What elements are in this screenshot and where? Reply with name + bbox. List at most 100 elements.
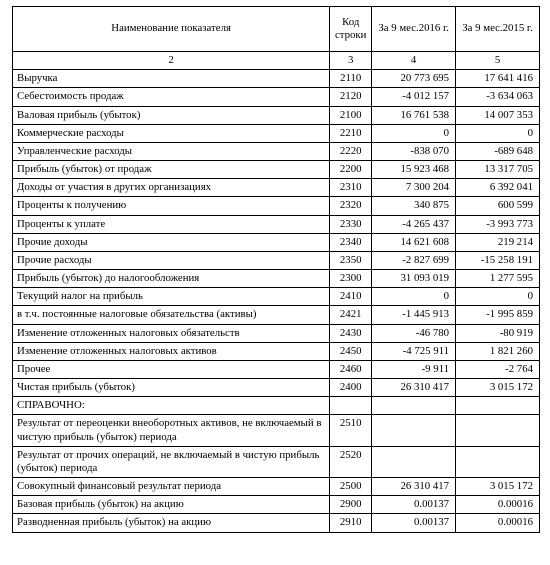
table-row: Изменение отложенных налоговых обязатель… [13,324,540,342]
cell-value-2016: 14 621 608 [372,233,456,251]
cell-code: 2310 [330,179,372,197]
cell-value-2016: 0.00137 [372,514,456,532]
cell-code: 2400 [330,379,372,397]
cell-value-2015: -80 919 [456,324,540,342]
cell-value-2015 [456,415,540,446]
cell-name: Прибыль (убыток) до налогообложения [13,270,330,288]
cell-name: Прибыль (убыток) от продаж [13,161,330,179]
cell-value-2016: 0 [372,124,456,142]
table-row: Доходы от участия в других организациях2… [13,179,540,197]
cell-code: 2210 [330,124,372,142]
cell-code: 2320 [330,197,372,215]
cell-value-2016: 0.00137 [372,496,456,514]
table-row: Совокупный финансовый результат периода2… [13,478,540,496]
cell-name: Результат от переоценки внеоборотных акт… [13,415,330,446]
cell-value-2016: -46 780 [372,324,456,342]
cell-name: Прочие доходы [13,233,330,251]
income-statement-table: Наименование показателя Код строки За 9 … [12,6,540,533]
cell-name: Валовая прибыль (убыток) [13,106,330,124]
cell-value-2015: -689 648 [456,142,540,160]
table-row: Прибыль (убыток) до налогообложения23003… [13,270,540,288]
table-body: Выручка211020 773 69517 641 416Себестоим… [13,70,540,532]
subheader-col-2: 3 [330,52,372,70]
cell-name: Себестоимость продаж [13,88,330,106]
cell-name: Изменение отложенных налоговых активов [13,342,330,360]
table-row: Базовая прибыль (убыток) на акцию29000.0… [13,496,540,514]
cell-name: Совокупный финансовый результат периода [13,478,330,496]
cell-name: Чистая прибыль (убыток) [13,379,330,397]
cell-code: 2120 [330,88,372,106]
subheader-col-3: 4 [372,52,456,70]
cell-value-2016 [372,446,456,477]
cell-value-2015: 13 317 705 [456,161,540,179]
cell-code: 2330 [330,215,372,233]
table-row: Результат от прочих операций, не включае… [13,446,540,477]
cell-value-2015: 1 277 595 [456,270,540,288]
cell-code: 2350 [330,251,372,269]
cell-value-2015: -3 993 773 [456,215,540,233]
subheader-col-1: 2 [13,52,330,70]
table-row: Изменение отложенных налоговых активов24… [13,342,540,360]
cell-code: 2200 [330,161,372,179]
cell-name: Результат от прочих операций, не включае… [13,446,330,477]
cell-name: Проценты к уплате [13,215,330,233]
header-name: Наименование показателя [13,7,330,52]
cell-value-2016: -4 265 437 [372,215,456,233]
cell-name: СПРАВОЧНО: [13,397,330,415]
subheader-row: 2 3 4 5 [13,52,540,70]
cell-value-2015: 3 015 172 [456,379,540,397]
cell-code: 2430 [330,324,372,342]
table-row: Прочие расходы2350-2 827 699-15 258 191 [13,251,540,269]
cell-code: 2520 [330,446,372,477]
table-row: Чистая прибыль (убыток)240026 310 4173 0… [13,379,540,397]
cell-value-2016 [372,415,456,446]
cell-value-2016: 16 761 538 [372,106,456,124]
table-row: Валовая прибыль (убыток)210016 761 53814… [13,106,540,124]
table-row: Прочие доходы234014 621 608219 214 [13,233,540,251]
cell-name: Прочие расходы [13,251,330,269]
table-row: Разводненная прибыль (убыток) на акцию29… [13,514,540,532]
financial-report-table: Наименование показателя Код строки За 9 … [0,0,550,565]
cell-name: Базовая прибыль (убыток) на акцию [13,496,330,514]
cell-value-2016: 15 923 468 [372,161,456,179]
cell-value-2015: -1 995 859 [456,306,540,324]
cell-code: 2500 [330,478,372,496]
table-row: Текущий налог на прибыль241000 [13,288,540,306]
cell-value-2016: 20 773 695 [372,70,456,88]
header-code: Код строки [330,7,372,52]
cell-name: Разводненная прибыль (убыток) на акцию [13,514,330,532]
table-row: Прочее2460-9 911-2 764 [13,360,540,378]
table-row: Проценты к уплате2330-4 265 437-3 993 77… [13,215,540,233]
cell-name: Коммерческие расходы [13,124,330,142]
cell-value-2015: 3 015 172 [456,478,540,496]
cell-code [330,397,372,415]
cell-name: Прочее [13,360,330,378]
cell-value-2016: 7 300 204 [372,179,456,197]
table-row: Прибыль (убыток) от продаж220015 923 468… [13,161,540,179]
table-header: Наименование показателя Код строки За 9 … [13,7,540,70]
table-row: Проценты к получению2320340 875600 599 [13,197,540,215]
cell-value-2015: 0 [456,288,540,306]
cell-value-2016: -4 725 911 [372,342,456,360]
cell-name: Изменение отложенных налоговых обязатель… [13,324,330,342]
table-row: Выручка211020 773 69517 641 416 [13,70,540,88]
cell-code: 2900 [330,496,372,514]
cell-name: Управленческие расходы [13,142,330,160]
cell-value-2015: 6 392 041 [456,179,540,197]
table-row: Коммерческие расходы221000 [13,124,540,142]
cell-value-2016: 26 310 417 [372,379,456,397]
cell-code: 2450 [330,342,372,360]
cell-value-2016: -1 445 913 [372,306,456,324]
cell-code: 2220 [330,142,372,160]
cell-value-2016: -9 911 [372,360,456,378]
table-row: в т.ч. постоянные налоговые обязательств… [13,306,540,324]
cell-value-2016: -2 827 699 [372,251,456,269]
cell-code: 2510 [330,415,372,446]
cell-value-2015: -15 258 191 [456,251,540,269]
table-row: Управленческие расходы2220-838 070-689 6… [13,142,540,160]
cell-value-2016: 26 310 417 [372,478,456,496]
cell-name: Выручка [13,70,330,88]
cell-code: 2110 [330,70,372,88]
subheader-col-4: 5 [456,52,540,70]
cell-name: Доходы от участия в других организациях [13,179,330,197]
